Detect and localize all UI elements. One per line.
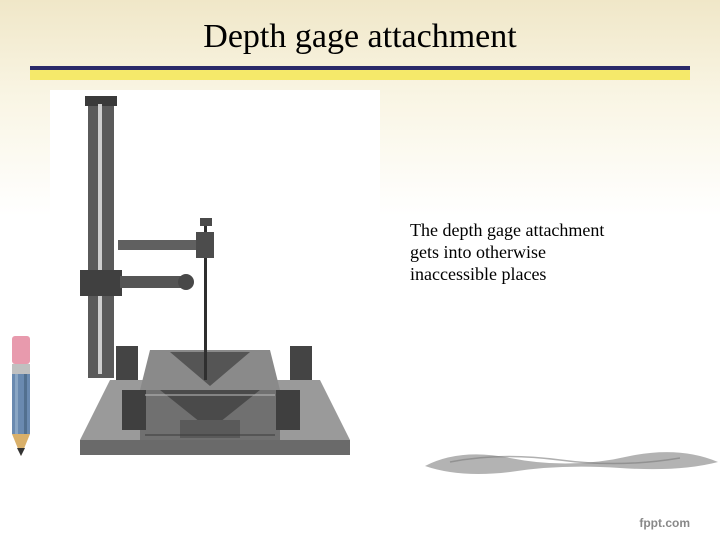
content-area: The depth gage attachment gets into othe… bbox=[0, 80, 720, 500]
slide-title: Depth gage attachment bbox=[0, 0, 720, 56]
title-divider bbox=[0, 66, 720, 80]
brush-stroke-icon bbox=[420, 442, 720, 482]
depth-gage-image bbox=[50, 90, 380, 485]
footer-watermark: fppt.com bbox=[639, 516, 690, 530]
divider-yellow-line bbox=[30, 70, 690, 80]
image-caption: The depth gage attachment gets into othe… bbox=[410, 220, 625, 286]
pencil-icon bbox=[8, 330, 68, 460]
